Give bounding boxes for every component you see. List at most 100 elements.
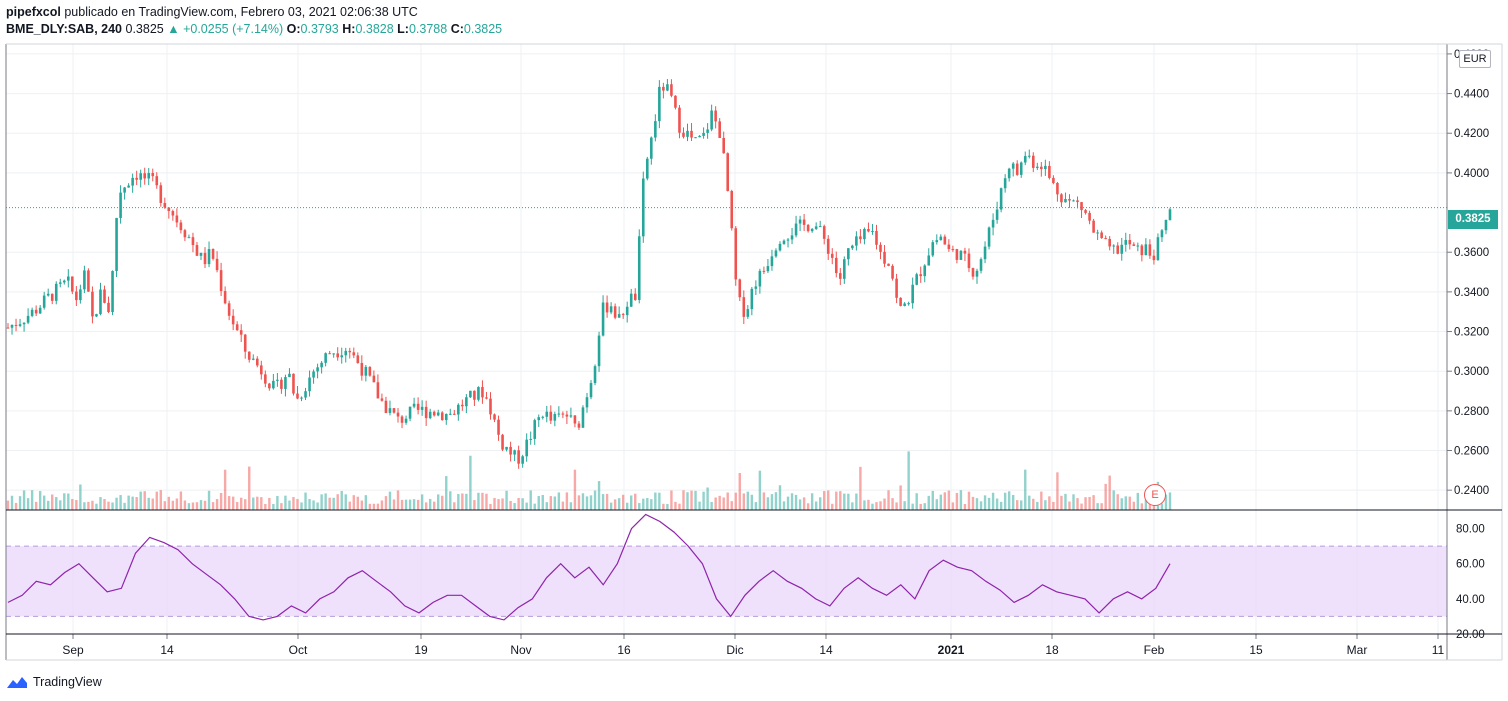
volume-bar xyxy=(352,495,355,510)
candle-body xyxy=(223,291,227,304)
volume-bar xyxy=(561,501,565,510)
volume-bar xyxy=(55,497,58,510)
volume-bar xyxy=(288,500,291,510)
candle-body xyxy=(975,270,979,277)
volume-bar xyxy=(1060,495,1063,510)
candle-body xyxy=(360,363,364,376)
footer-brand[interactable]: TradingView xyxy=(6,675,102,689)
candle-body xyxy=(280,379,283,389)
volume-bar xyxy=(802,497,806,510)
candle-body xyxy=(923,265,927,277)
candle-body xyxy=(14,324,18,326)
candle-body xyxy=(991,219,995,228)
volume-bar xyxy=(702,491,705,510)
candle-body xyxy=(867,229,870,232)
volume-bar xyxy=(843,493,846,510)
candle-body xyxy=(1164,219,1168,231)
candle-body xyxy=(1120,244,1124,254)
last-price-label: 0.3825 xyxy=(1448,210,1498,229)
volume-bar xyxy=(927,495,930,510)
candle-body xyxy=(838,273,842,279)
candle-body xyxy=(509,446,512,455)
candle-body xyxy=(300,397,303,399)
volume-bar xyxy=(541,495,544,510)
candle-body xyxy=(376,382,380,399)
author-name[interactable]: pipefxcol xyxy=(6,5,61,19)
candle-body xyxy=(384,400,388,413)
candle-body xyxy=(907,303,910,305)
volume-bar xyxy=(493,497,496,510)
volume-bar xyxy=(955,492,959,510)
volume-bar xyxy=(1044,500,1047,510)
volume-bar xyxy=(107,501,110,510)
volume-bar xyxy=(139,491,142,510)
candle-body xyxy=(380,398,384,401)
volume-bar xyxy=(1168,492,1172,510)
x-tick-label: 2021 xyxy=(938,643,965,657)
candle-body xyxy=(758,270,762,287)
candle-body xyxy=(481,387,484,398)
candle-body xyxy=(461,404,464,407)
volume-bar xyxy=(340,490,343,510)
candle-body xyxy=(971,268,975,277)
volume-bar xyxy=(1068,501,1071,510)
candle-body xyxy=(782,240,786,244)
candle-body xyxy=(211,249,215,259)
candle-body xyxy=(573,415,577,424)
candle-body xyxy=(38,307,42,314)
candle-body xyxy=(1124,239,1128,245)
candle-body xyxy=(802,219,806,225)
candle-body xyxy=(268,383,271,389)
volume-bar xyxy=(999,501,1003,510)
x-tick-label: Mar xyxy=(1347,643,1368,657)
candle-body xyxy=(400,416,404,423)
candle-body xyxy=(814,226,818,229)
volume-bar xyxy=(380,500,384,510)
volume-bar xyxy=(252,497,255,510)
volume-bar xyxy=(59,500,62,510)
volume-bar xyxy=(155,491,158,510)
candle-body xyxy=(251,358,255,360)
candle-body xyxy=(738,279,742,298)
candle-body xyxy=(561,413,565,415)
volume-bar xyxy=(855,493,858,510)
candle-body xyxy=(674,95,677,108)
volume-bar xyxy=(404,499,408,510)
candle-body xyxy=(1112,245,1116,247)
volume-bar xyxy=(891,498,894,510)
volume-bar xyxy=(388,491,392,510)
earnings-marker[interactable]: E xyxy=(1144,484,1166,506)
candle-body xyxy=(348,350,352,353)
volume-bar xyxy=(175,498,179,510)
currency-badge[interactable]: EUR xyxy=(1459,50,1491,68)
volume-bar xyxy=(746,491,750,510)
volume-bar xyxy=(1052,501,1055,510)
volume-bar xyxy=(577,495,581,510)
candle-body xyxy=(50,293,54,301)
x-tick-label: Dic xyxy=(726,643,743,657)
volume-bar xyxy=(127,495,130,510)
candle-body xyxy=(686,130,689,137)
volume-bar xyxy=(887,490,890,510)
volume-bar xyxy=(433,501,436,510)
volume-bar xyxy=(975,498,979,510)
close-label: C: xyxy=(450,22,464,36)
volume-bar xyxy=(835,491,838,510)
candle-body xyxy=(436,412,440,416)
candle-body xyxy=(139,173,142,180)
candle-body xyxy=(987,227,991,247)
volume-bar xyxy=(231,496,235,510)
volume-bar xyxy=(971,496,975,510)
x-tick-label: Nov xyxy=(510,643,531,657)
candle-body xyxy=(292,373,295,394)
candle-body xyxy=(26,315,30,323)
candle-body xyxy=(710,110,713,130)
volume-bar xyxy=(1140,503,1144,510)
volume-bar xyxy=(549,496,553,510)
volume-bar xyxy=(457,494,460,510)
candle-body xyxy=(1036,166,1039,168)
volume-bar xyxy=(268,497,271,510)
volume-bar xyxy=(714,497,717,510)
volume-bar xyxy=(770,494,774,510)
